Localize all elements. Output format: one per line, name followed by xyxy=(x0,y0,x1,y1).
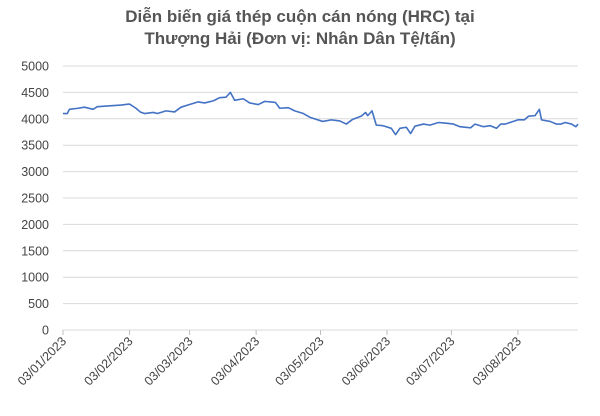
y-tick-label: 1000 xyxy=(21,271,49,285)
line-series xyxy=(63,91,579,136)
y-tick-label: 4000 xyxy=(21,112,49,126)
chart-title: Diễn biến giá thép cuộn cán nóng (HRC) t… xyxy=(125,7,475,48)
x-tick-label: 03/01/2023 xyxy=(15,334,69,388)
x-tick-label: 03/06/2023 xyxy=(339,334,393,388)
x-tick-label: 03/07/2023 xyxy=(403,334,457,388)
y-tick-label: 1500 xyxy=(21,244,49,258)
x-tick-label: 03/04/2023 xyxy=(208,334,262,388)
y-tick-label: 5000 xyxy=(21,60,49,74)
x-tick-label: 03/03/2023 xyxy=(142,334,196,388)
y-tick-label: 3500 xyxy=(21,139,49,153)
x-tick-label: 03/08/2023 xyxy=(470,334,524,388)
x-tick-label: 03/02/2023 xyxy=(82,334,136,388)
y-tick-label: 2000 xyxy=(21,218,49,232)
x-tick-label: 03/05/2023 xyxy=(272,334,326,388)
y-tick-label: 2500 xyxy=(21,192,49,206)
y-tick-label: 4500 xyxy=(21,86,49,100)
y-tick-label: 0 xyxy=(42,324,49,338)
y-tick-label: 3000 xyxy=(21,165,49,179)
y-tick-label: 500 xyxy=(28,297,49,311)
